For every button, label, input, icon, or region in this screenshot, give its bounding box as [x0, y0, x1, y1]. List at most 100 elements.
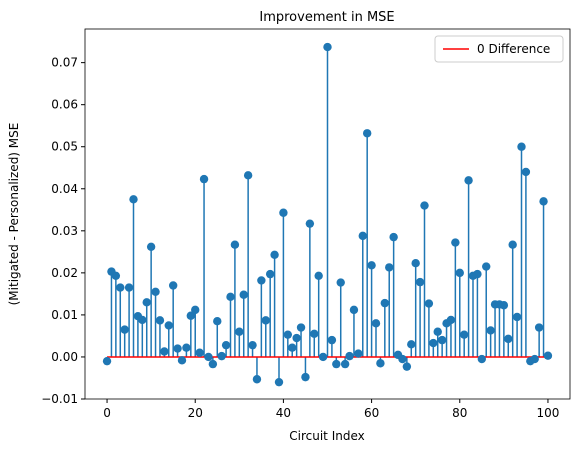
marker	[208, 359, 218, 369]
marker	[301, 372, 310, 382]
y-tick-label: 0.03	[51, 224, 78, 238]
marker	[283, 330, 293, 339]
marker	[362, 129, 372, 138]
marker	[217, 351, 226, 361]
marker	[376, 359, 385, 368]
marker	[310, 329, 319, 339]
marker	[129, 195, 138, 204]
marker	[380, 298, 390, 308]
marker	[459, 330, 469, 339]
marker	[142, 298, 151, 307]
marker	[243, 171, 253, 180]
marker	[336, 278, 345, 287]
marker	[182, 343, 191, 352]
marker	[539, 197, 548, 206]
marker	[407, 340, 416, 349]
marker	[288, 343, 297, 352]
marker	[402, 362, 412, 371]
marker	[296, 323, 306, 332]
marker	[270, 250, 279, 259]
marker	[332, 359, 341, 369]
marker	[120, 325, 129, 334]
marker	[464, 176, 473, 185]
marker	[371, 319, 381, 328]
marker	[191, 305, 200, 315]
marker	[433, 327, 442, 336]
marker	[146, 242, 156, 251]
marker	[221, 340, 231, 350]
marker	[248, 340, 257, 350]
marker	[239, 290, 248, 299]
marker	[367, 261, 376, 270]
marker	[415, 277, 425, 287]
marker	[195, 348, 204, 357]
marker	[354, 349, 363, 358]
marker	[340, 359, 350, 369]
marker	[512, 312, 522, 322]
x-tick-label: 0	[103, 406, 111, 420]
marker	[230, 240, 240, 249]
marker	[504, 334, 513, 344]
marker	[424, 299, 434, 308]
marker	[420, 201, 429, 210]
marker	[521, 167, 531, 177]
marker	[323, 42, 332, 52]
chart-title: Improvement in MSE	[259, 10, 394, 25]
marker	[274, 377, 284, 387]
marker	[517, 142, 526, 151]
x-axis-label: Circuit Index	[289, 429, 364, 443]
y-tick-label: 0.06	[51, 98, 78, 112]
marker	[226, 292, 235, 302]
marker	[345, 351, 354, 361]
marker	[252, 375, 262, 384]
x-tick-label: 60	[364, 406, 379, 420]
y-tick-label: −0.01	[41, 392, 78, 406]
marker	[257, 276, 266, 285]
marker	[327, 335, 337, 345]
marker	[168, 281, 178, 290]
marker	[398, 354, 407, 364]
x-tick-label: 100	[537, 406, 560, 420]
marker	[177, 356, 187, 365]
marker	[160, 347, 169, 356]
marker	[173, 344, 182, 353]
legend-box	[434, 35, 564, 63]
marker	[102, 356, 112, 366]
marker	[164, 321, 173, 330]
marker	[534, 323, 544, 332]
marker	[389, 232, 398, 242]
x-tick-label: 40	[276, 406, 291, 420]
legend-label: 0 Difference	[477, 42, 550, 56]
y-tick-label: 0.01	[51, 308, 78, 322]
y-tick-label: 0.00	[51, 350, 78, 364]
y-tick-label: 0.05	[51, 140, 78, 154]
marker	[186, 311, 196, 320]
marker	[155, 316, 165, 325]
marker	[499, 301, 509, 310]
marker	[530, 354, 539, 364]
marker	[124, 283, 134, 292]
marker	[138, 315, 147, 325]
marker	[305, 219, 315, 228]
marker	[358, 231, 367, 241]
marker	[279, 208, 288, 217]
y-tick-label: 0.04	[51, 182, 78, 196]
marker	[543, 351, 553, 360]
axes-frame	[84, 28, 571, 400]
y-tick-label: 0.07	[51, 56, 78, 70]
marker	[486, 326, 495, 335]
marker	[116, 283, 125, 292]
marker	[292, 333, 301, 343]
marker	[508, 240, 517, 249]
marker	[473, 269, 482, 279]
marker	[204, 352, 213, 362]
x-tick-label: 20	[188, 406, 203, 420]
marker	[314, 271, 323, 281]
marker	[455, 268, 464, 278]
marker	[349, 305, 359, 315]
marker	[429, 338, 438, 348]
marker	[482, 262, 491, 271]
marker	[385, 263, 394, 272]
marker	[437, 335, 447, 345]
